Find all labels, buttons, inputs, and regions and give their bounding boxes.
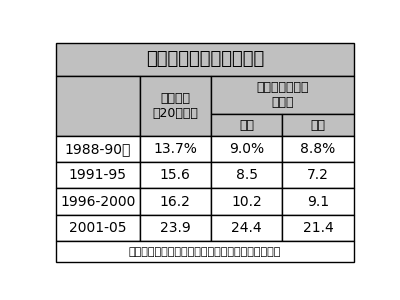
Bar (282, 136, 354, 162)
Bar (282, 114, 354, 136)
Text: 23.9: 23.9 (160, 221, 191, 235)
Text: 24.4: 24.4 (231, 221, 262, 235)
Bar (140, 76, 211, 136)
Text: （出所）一橋大学・日本経済新聞デジタルメディア: （出所）一橋大学・日本経済新聞デジタルメディア (129, 247, 281, 257)
Bar (211, 215, 282, 241)
Bar (56, 215, 140, 241)
Text: 小さい価格変化
の確率: 小さい価格変化 の確率 (256, 81, 309, 109)
Bar (140, 162, 211, 188)
Text: 13.7%: 13.7% (153, 142, 197, 156)
Bar (140, 188, 211, 215)
Text: 15.6: 15.6 (160, 168, 191, 182)
Bar (211, 114, 282, 136)
Bar (211, 136, 282, 162)
Text: 1991-95: 1991-95 (69, 168, 127, 182)
Bar (211, 76, 354, 114)
Text: 下落: 下落 (239, 118, 254, 132)
Bar (282, 162, 354, 188)
Text: 16.2: 16.2 (160, 195, 191, 208)
Text: 1996-2000: 1996-2000 (60, 195, 136, 208)
Text: 8.8%: 8.8% (300, 142, 336, 156)
Text: 2001-05: 2001-05 (69, 221, 127, 235)
Text: 改定頻度
（20日間）: 改定頻度 （20日間） (152, 92, 198, 120)
Text: 21.4: 21.4 (303, 221, 334, 235)
Bar (140, 215, 211, 241)
Bar (140, 136, 211, 162)
Bar (56, 136, 140, 162)
Bar (56, 162, 140, 188)
Text: 上昇: 上昇 (310, 118, 326, 132)
Text: 9.0%: 9.0% (229, 142, 264, 156)
Bar (56, 188, 140, 215)
Bar (56, 76, 140, 136)
Bar (282, 215, 354, 241)
Bar (282, 188, 354, 215)
Text: 10.2: 10.2 (231, 195, 262, 208)
Text: 9.1: 9.1 (307, 195, 329, 208)
Text: 価格の改定頻度と改定幅: 価格の改定頻度と改定幅 (146, 50, 264, 68)
Text: 1988-90年: 1988-90年 (65, 142, 131, 156)
Bar (56, 43, 354, 76)
Bar (56, 241, 354, 262)
Text: 8.5: 8.5 (236, 168, 258, 182)
Text: 7.2: 7.2 (307, 168, 329, 182)
Bar (211, 188, 282, 215)
Bar (211, 162, 282, 188)
